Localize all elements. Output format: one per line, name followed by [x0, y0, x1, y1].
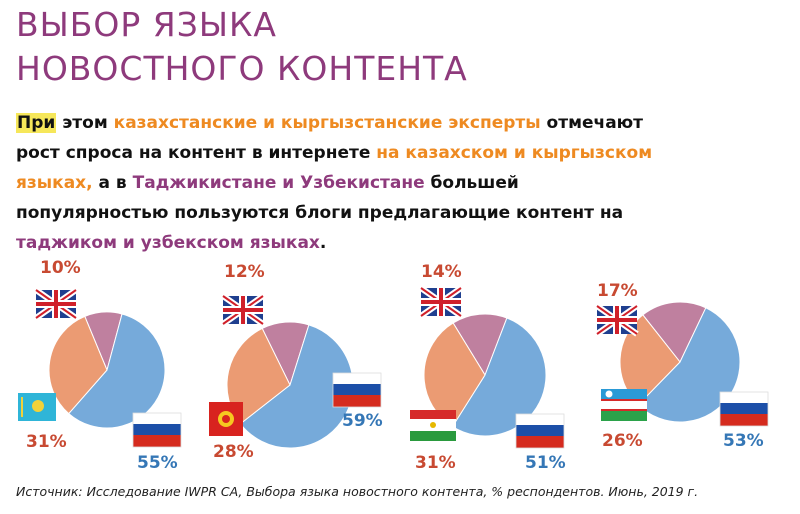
chart-1-russian-slice	[68, 313, 166, 429]
tajikistan-flag-icon	[410, 410, 456, 441]
title-line-2: НОВОСТНОГО КОНТЕНТА	[16, 49, 468, 88]
title-line-1: ВЫБОР ЯЗЫКА	[16, 5, 277, 44]
source-note: Источник: Исследование IWPR CA, Выбора я…	[16, 484, 699, 499]
russia-flag-icon	[719, 391, 769, 427]
chart-4-local-pct: 26%	[602, 431, 643, 451]
chart-3-russian-pct: 51%	[525, 453, 566, 473]
russia-flag-icon	[515, 413, 565, 449]
chart-4-english-pct: 17%	[597, 281, 638, 301]
lead-part-2: этом	[56, 113, 114, 133]
chart-3-english-pct: 14%	[421, 262, 462, 282]
russia-flag-icon	[132, 412, 182, 448]
lead-part-7: Таджикистане и Узбекистане	[132, 173, 425, 193]
russia-flag-icon	[332, 372, 382, 408]
uk-flag-icon	[221, 293, 265, 327]
chart-2-russian-pct: 59%	[342, 411, 383, 431]
lead-part-3: казахстанские и кыргызстанские эксперты	[113, 113, 541, 133]
chart-2-english-pct: 12%	[224, 262, 265, 282]
chart-4-russian-pct: 53%	[723, 431, 764, 451]
lead-part-6: а в	[92, 173, 133, 193]
kyrgyzstan-flag-icon	[209, 402, 243, 436]
uzbekistan-flag-icon	[601, 389, 647, 421]
lead-part-5: на казахском и кыргызском языках,	[16, 143, 653, 193]
chart-1-russian-pct: 55%	[137, 453, 178, 473]
lead-part-4: отмечают рост спроса на контент в интерн…	[16, 113, 644, 163]
chart-2-russian-slice	[239, 324, 354, 449]
chart-3-english-slice	[452, 313, 508, 377]
lead-part-1: При	[16, 113, 57, 133]
chart-3-russian-slice	[451, 317, 547, 437]
kazakhstan-flag-icon	[18, 393, 56, 421]
chart-4-english-slice	[642, 301, 707, 363]
chart-1-english-pct: 10%	[40, 258, 81, 278]
lead-part-9: таджиком и узбекском языках	[16, 233, 320, 253]
lead-part-10: .	[319, 233, 327, 253]
chart-3-local-pct: 31%	[415, 453, 456, 473]
uk-flag-icon	[419, 285, 463, 319]
chart-2-local-pct: 28%	[213, 442, 254, 462]
lead-paragraph: При этом казахстанские и кыргызстанские …	[16, 108, 656, 258]
uk-flag-icon	[595, 303, 639, 337]
uk-flag-icon	[34, 287, 78, 321]
lead-part-8: большей популярностью пользуются блоги п…	[16, 173, 624, 223]
chart-1-local-pct: 31%	[26, 432, 67, 452]
chart-1-local-slice	[48, 315, 108, 415]
